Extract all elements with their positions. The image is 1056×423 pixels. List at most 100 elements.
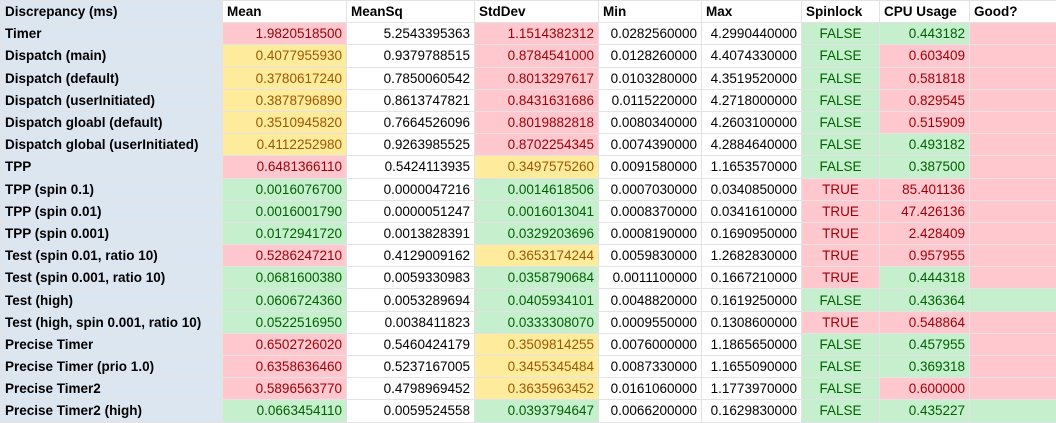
meansq-cell[interactable]: 0.0000051247: [347, 200, 475, 222]
row-label-cell[interactable]: Dispatch global (userInitiated): [1, 134, 223, 156]
spinlock-cell[interactable]: TRUE: [802, 245, 880, 267]
min-cell[interactable]: 0.0103280000: [599, 67, 702, 89]
spinlock-cell[interactable]: TRUE: [802, 267, 880, 289]
cpu-usage-cell[interactable]: 85.401136: [880, 178, 970, 200]
mean-cell[interactable]: 0.4112252980: [223, 134, 347, 156]
row-label-cell[interactable]: Dispatch (default): [1, 67, 223, 89]
spinlock-cell[interactable]: TRUE: [802, 178, 880, 200]
row-label-cell[interactable]: Test (spin 0.01, ratio 10): [1, 245, 223, 267]
mean-cell[interactable]: 0.6481366110: [223, 156, 347, 178]
spinlock-cell[interactable]: FALSE: [802, 45, 880, 67]
header-max[interactable]: Max: [702, 1, 802, 23]
mean-cell[interactable]: 0.3510945820: [223, 111, 347, 133]
min-cell[interactable]: 0.0008190000: [599, 222, 702, 244]
min-cell[interactable]: 0.0080340000: [599, 111, 702, 133]
spinlock-cell[interactable]: FALSE: [802, 400, 880, 422]
max-cell[interactable]: 0.1308600000: [702, 311, 802, 333]
row-label-cell[interactable]: Precise Timer (prio 1.0): [1, 356, 223, 378]
good-cell[interactable]: [970, 267, 1056, 289]
meansq-cell[interactable]: 0.0000047216: [347, 178, 475, 200]
cpu-usage-cell[interactable]: 0.443182: [880, 23, 970, 45]
good-cell[interactable]: [970, 311, 1056, 333]
header-stddev[interactable]: StdDev: [475, 1, 599, 23]
row-label-cell[interactable]: Dispatch (main): [1, 45, 223, 67]
spinlock-cell[interactable]: TRUE: [802, 222, 880, 244]
row-label-cell[interactable]: TPP (spin 0.01): [1, 200, 223, 222]
max-cell[interactable]: 1.2682830000: [702, 245, 802, 267]
mean-cell[interactable]: 0.0663454110: [223, 400, 347, 422]
min-cell[interactable]: 0.0007030000: [599, 178, 702, 200]
stddev-cell[interactable]: 0.3455345484: [475, 356, 599, 378]
min-cell[interactable]: 0.0059830000: [599, 245, 702, 267]
cpu-usage-cell[interactable]: 2.428409: [880, 222, 970, 244]
cpu-usage-cell[interactable]: 0.387500: [880, 156, 970, 178]
mean-cell[interactable]: 0.0016076700: [223, 178, 347, 200]
stddev-cell[interactable]: 0.0333308070: [475, 311, 599, 333]
stddev-cell[interactable]: 0.3497575260: [475, 156, 599, 178]
stddev-cell[interactable]: 0.8784541000: [475, 45, 599, 67]
mean-cell[interactable]: 0.0522516950: [223, 311, 347, 333]
spinlock-cell[interactable]: FALSE: [802, 333, 880, 355]
max-cell[interactable]: 1.1653570000: [702, 156, 802, 178]
min-cell[interactable]: 0.0074390000: [599, 134, 702, 156]
header-mean[interactable]: Mean: [223, 1, 347, 23]
stddev-cell[interactable]: 0.0016013041: [475, 200, 599, 222]
good-cell[interactable]: [970, 67, 1056, 89]
meansq-cell[interactable]: 0.4129009162: [347, 245, 475, 267]
row-label-cell[interactable]: TPP (spin 0.001): [1, 222, 223, 244]
good-cell[interactable]: [970, 89, 1056, 111]
mean-cell[interactable]: 0.6358636460: [223, 356, 347, 378]
spinlock-cell[interactable]: FALSE: [802, 89, 880, 111]
row-label-cell[interactable]: TPP (spin 0.1): [1, 178, 223, 200]
row-label-cell[interactable]: Precise Timer: [1, 333, 223, 355]
min-cell[interactable]: 0.0161060000: [599, 378, 702, 400]
stddev-cell[interactable]: 0.0329203696: [475, 222, 599, 244]
mean-cell[interactable]: 0.5286247210: [223, 245, 347, 267]
good-cell[interactable]: [970, 222, 1056, 244]
cpu-usage-cell[interactable]: 0.581818: [880, 67, 970, 89]
spinlock-cell[interactable]: TRUE: [802, 200, 880, 222]
mean-cell[interactable]: 0.0172941720: [223, 222, 347, 244]
stddev-cell[interactable]: 0.8702254345: [475, 134, 599, 156]
good-cell[interactable]: [970, 156, 1056, 178]
meansq-cell[interactable]: 0.0059330983: [347, 267, 475, 289]
cpu-usage-cell[interactable]: 0.493182: [880, 134, 970, 156]
min-cell[interactable]: 0.0066200000: [599, 400, 702, 422]
max-cell[interactable]: 1.1865650000: [702, 333, 802, 355]
row-label-cell[interactable]: Test (high): [1, 289, 223, 311]
mean-cell[interactable]: 1.9820518500: [223, 23, 347, 45]
good-cell[interactable]: [970, 23, 1056, 45]
cpu-usage-cell[interactable]: 47.426136: [880, 200, 970, 222]
meansq-cell[interactable]: 0.0059524558: [347, 400, 475, 422]
cpu-usage-cell[interactable]: 0.436364: [880, 289, 970, 311]
good-cell[interactable]: [970, 134, 1056, 156]
stddev-cell[interactable]: 0.8019882818: [475, 111, 599, 133]
min-cell[interactable]: 0.0076000000: [599, 333, 702, 355]
row-label-cell[interactable]: Timer: [1, 23, 223, 45]
cpu-usage-cell[interactable]: 0.369318: [880, 356, 970, 378]
cpu-usage-cell[interactable]: 0.457955: [880, 333, 970, 355]
good-cell[interactable]: [970, 111, 1056, 133]
max-cell[interactable]: 0.1667210000: [702, 267, 802, 289]
good-cell[interactable]: [970, 333, 1056, 355]
meansq-cell[interactable]: 0.4798969452: [347, 378, 475, 400]
mean-cell[interactable]: 0.3780617240: [223, 67, 347, 89]
max-cell[interactable]: 1.1655090000: [702, 356, 802, 378]
stddev-cell[interactable]: 0.0014618506: [475, 178, 599, 200]
good-cell[interactable]: [970, 289, 1056, 311]
header-spinlock[interactable]: Spinlock: [802, 1, 880, 23]
mean-cell[interactable]: 0.6502726020: [223, 333, 347, 355]
meansq-cell[interactable]: 0.9379788515: [347, 45, 475, 67]
mean-cell[interactable]: 0.0606724360: [223, 289, 347, 311]
stddev-cell[interactable]: 0.0358790684: [475, 267, 599, 289]
good-cell[interactable]: [970, 245, 1056, 267]
spinlock-cell[interactable]: FALSE: [802, 67, 880, 89]
row-label-cell[interactable]: Precise Timer2: [1, 378, 223, 400]
min-cell[interactable]: 0.0091580000: [599, 156, 702, 178]
row-label-cell[interactable]: Test (high, spin 0.001, ratio 10): [1, 311, 223, 333]
max-cell[interactable]: 4.2718000000: [702, 89, 802, 111]
min-cell[interactable]: 0.0011100000: [599, 267, 702, 289]
stddev-cell[interactable]: 0.8013297617: [475, 67, 599, 89]
cpu-usage-cell[interactable]: 0.548864: [880, 311, 970, 333]
min-cell[interactable]: 0.0008370000: [599, 200, 702, 222]
